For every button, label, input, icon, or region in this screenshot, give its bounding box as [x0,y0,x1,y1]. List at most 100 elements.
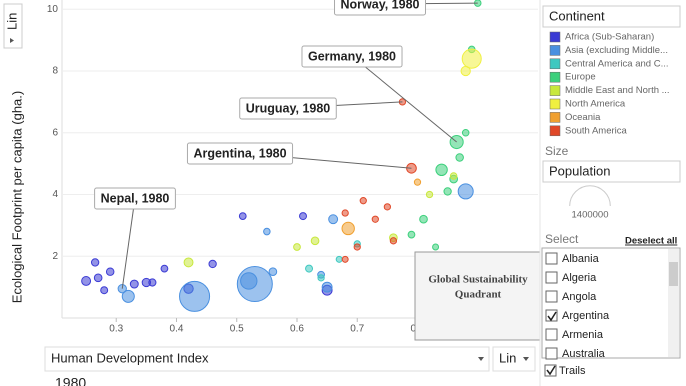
color-dropdown[interactable]: Continent [542,5,681,28]
dropdown-box[interactable] [3,3,23,49]
legend-swatch [549,125,561,137]
point[interactable] [263,227,271,236]
point[interactable] [425,190,434,199]
point[interactable] [371,215,379,223]
point[interactable] [321,281,333,293]
dropdown-box[interactable] [542,5,681,28]
point[interactable] [359,197,367,205]
point[interactable] [461,48,482,69]
point[interactable] [100,286,109,295]
x-measure-dropdown[interactable]: Human Development Index [44,346,490,372]
annotation: Argentina, 1980 [186,142,412,169]
point[interactable] [208,259,217,269]
country-name[interactable]: Albania [562,253,600,265]
point[interactable] [268,267,278,277]
trails-toggle[interactable]: Trails [544,364,586,377]
point[interactable] [93,273,103,283]
point[interactable] [105,267,115,276]
point[interactable] [407,230,416,239]
point[interactable] [160,264,169,273]
point[interactable] [293,243,301,251]
checkbox[interactable] [545,290,558,303]
scroll-thumb[interactable] [669,262,678,286]
country-name[interactable]: Armenia [562,329,604,341]
point[interactable] [240,272,258,290]
point[interactable] [419,214,428,224]
x-scale-dropdown[interactable]: Lin [492,346,536,372]
point[interactable] [148,278,157,287]
point[interactable] [335,255,343,263]
checkbox[interactable] [545,347,558,360]
point[interactable] [341,255,349,263]
point[interactable] [305,264,314,273]
point[interactable] [121,289,135,303]
deselect-all[interactable]: Deselect all [625,236,677,247]
countries: Albania Algeria Angola Argentina Armenia Aust… [545,252,610,360]
point[interactable] [455,153,464,162]
point[interactable] [341,209,349,217]
y-scale-label: Lin [4,13,19,30]
legend-label: North America [565,99,626,110]
dropdown-box[interactable] [44,346,490,372]
dropdown-box[interactable] [542,160,681,183]
y-tick-label: 2 [52,251,58,262]
y-tick-label: 10 [47,4,59,15]
x-tick-label: 0.5 [230,324,244,335]
annotation-box [186,142,294,165]
point[interactable] [81,276,92,286]
annotations: Norway, 1980 Germany, 1980 Uruguay, 1980 Ar… [94,0,478,289]
x-axis-title: Human Development Index [51,350,209,365]
point[interactable] [353,243,361,251]
point[interactable] [310,236,320,246]
point[interactable] [299,212,307,221]
y-tick-label: 8 [52,66,58,77]
legend-label: Central America and C... [565,58,669,69]
country-name[interactable]: Algeria [562,272,597,284]
point[interactable] [328,214,339,225]
country-name[interactable]: Angola [562,291,597,303]
country-name[interactable]: Argentina [562,310,610,322]
checkbox[interactable] [545,252,558,265]
point[interactable] [238,212,247,220]
annotation-label: Germany, 1980 [308,49,396,63]
point[interactable] [435,163,448,177]
annotation: Uruguay, 1980 [239,97,403,120]
scrollbar[interactable] [668,249,679,357]
point[interactable] [449,172,458,180]
checkbox[interactable] [545,328,558,341]
point[interactable] [432,243,440,251]
legend-swatch [549,31,561,43]
legend-label: Middle East and North ... [565,85,670,96]
point[interactable] [413,178,422,186]
point[interactable] [443,187,452,196]
checkbox[interactable] [545,309,558,322]
point[interactable] [317,274,325,282]
annotation-box [239,97,337,120]
checkbox[interactable] [545,271,558,284]
point[interactable] [461,128,470,137]
point[interactable] [129,279,139,289]
size-dropdown[interactable]: Population [542,160,681,183]
y-tick-label: 6 [52,127,58,138]
annotation-box [334,0,426,16]
size-label: Size [545,144,569,158]
dropdown-arrow [478,357,484,361]
point[interactable] [460,65,471,77]
point[interactable] [457,183,474,200]
point[interactable] [341,221,355,236]
y-scale-dropdown[interactable]: Lin [3,3,23,49]
point[interactable] [179,280,211,312]
point[interactable] [90,258,100,267]
country-name[interactable]: Australia [562,348,606,360]
legend-label: South America [565,125,627,136]
legend-swatch [549,45,561,56]
legend-swatch [549,112,561,123]
size-legend-circle [569,185,611,207]
point[interactable] [389,237,398,245]
point[interactable] [183,257,194,268]
checkbox[interactable] [544,364,557,377]
legend-label: Asia (excluding Middle... [565,45,668,56]
dropdown-box[interactable] [492,346,536,372]
point[interactable] [383,203,392,211]
